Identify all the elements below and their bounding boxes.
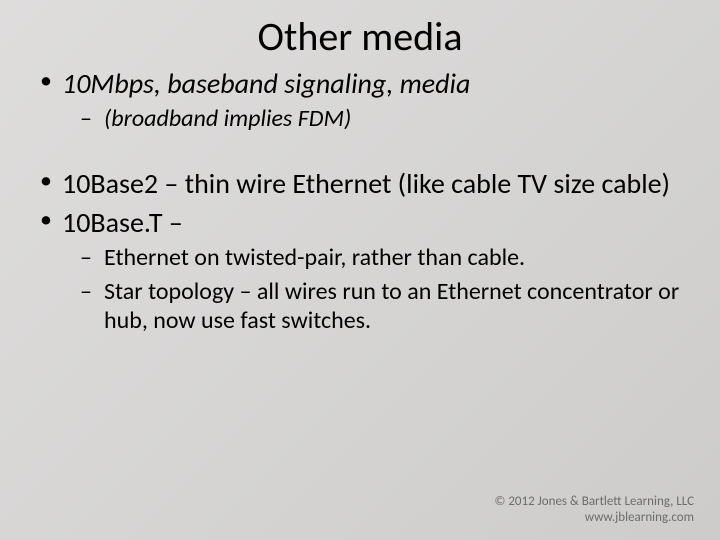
sub-bullet-text: Ethernet on twisted-pair, rather than ca… [104, 243, 525, 272]
footer-url: www.jblearning.com [495, 510, 694, 526]
sub-bullet-item: Star topology – all wires run to an Ethe… [76, 277, 686, 336]
slide-content: 10Mbps, baseband signaling, media (broad… [0, 67, 720, 335]
footer: © 2012 Jones & Bartlett Learning, LLC ww… [495, 494, 694, 527]
slide-title: Other media [0, 0, 720, 67]
sub-bullet-text: Star topology – all wires run to an Ethe… [104, 277, 679, 335]
sub-bullet-text: (broadband implies FDM) [104, 104, 351, 133]
bullet-list-2: 10Base2 – thin wire Ethernet (like cable… [34, 167, 686, 335]
bullet-text: 10Base2 – thin wire Ethernet (like cable… [62, 166, 670, 201]
spacer [34, 139, 686, 167]
sub-bullet-item: (broadband implies FDM) [76, 104, 686, 133]
sub-bullet-list: Ethernet on twisted-pair, rather than ca… [62, 243, 686, 335]
footer-copyright: © 2012 Jones & Bartlett Learning, LLC [495, 494, 694, 510]
bullet-item: 10Base.T – Ethernet on twisted-pair, rat… [34, 206, 686, 335]
bullet-text: 10Base.T – [62, 205, 183, 240]
sub-bullet-list: (broadband implies FDM) [62, 104, 686, 133]
bullet-list-1: 10Mbps, baseband signaling, media (broad… [34, 67, 686, 133]
bullet-item: 10Mbps, baseband signaling, media (broad… [34, 67, 686, 133]
bullet-text: 10Mbps, baseband signaling, media [62, 66, 470, 101]
bullet-item: 10Base2 – thin wire Ethernet (like cable… [34, 167, 686, 200]
sub-bullet-item: Ethernet on twisted-pair, rather than ca… [76, 243, 686, 272]
